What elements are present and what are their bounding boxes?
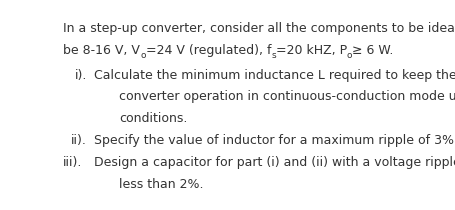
Text: In a step-up converter, consider all the components to be ideal, Let V: In a step-up converter, consider all the… xyxy=(63,22,455,35)
Text: iii).: iii). xyxy=(63,156,82,169)
Text: s: s xyxy=(271,51,275,60)
Text: less than 2%.: less than 2%. xyxy=(119,178,203,191)
Text: o: o xyxy=(140,51,146,60)
Text: Specify the value of inductor for a maximum ripple of 3%.: Specify the value of inductor for a maxi… xyxy=(94,134,455,147)
Text: =20 kHZ, P: =20 kHZ, P xyxy=(275,44,346,57)
Text: converter operation in continuous-conduction mode under all: converter operation in continuous-conduc… xyxy=(119,90,455,103)
Text: be 8-16 V, V: be 8-16 V, V xyxy=(63,44,140,57)
Text: Calculate the minimum inductance L required to keep the: Calculate the minimum inductance L requi… xyxy=(94,68,455,81)
Text: =24 V (regulated), f: =24 V (regulated), f xyxy=(146,44,271,57)
Text: Design a capacitor for part (i) and (ii) with a voltage ripple of: Design a capacitor for part (i) and (ii)… xyxy=(94,156,455,169)
Text: ii).: ii). xyxy=(70,134,86,147)
Text: o: o xyxy=(346,51,352,60)
Text: conditions.: conditions. xyxy=(119,112,187,125)
Text: i).: i). xyxy=(75,68,87,81)
Text: ≥ 6 W.: ≥ 6 W. xyxy=(352,44,393,57)
